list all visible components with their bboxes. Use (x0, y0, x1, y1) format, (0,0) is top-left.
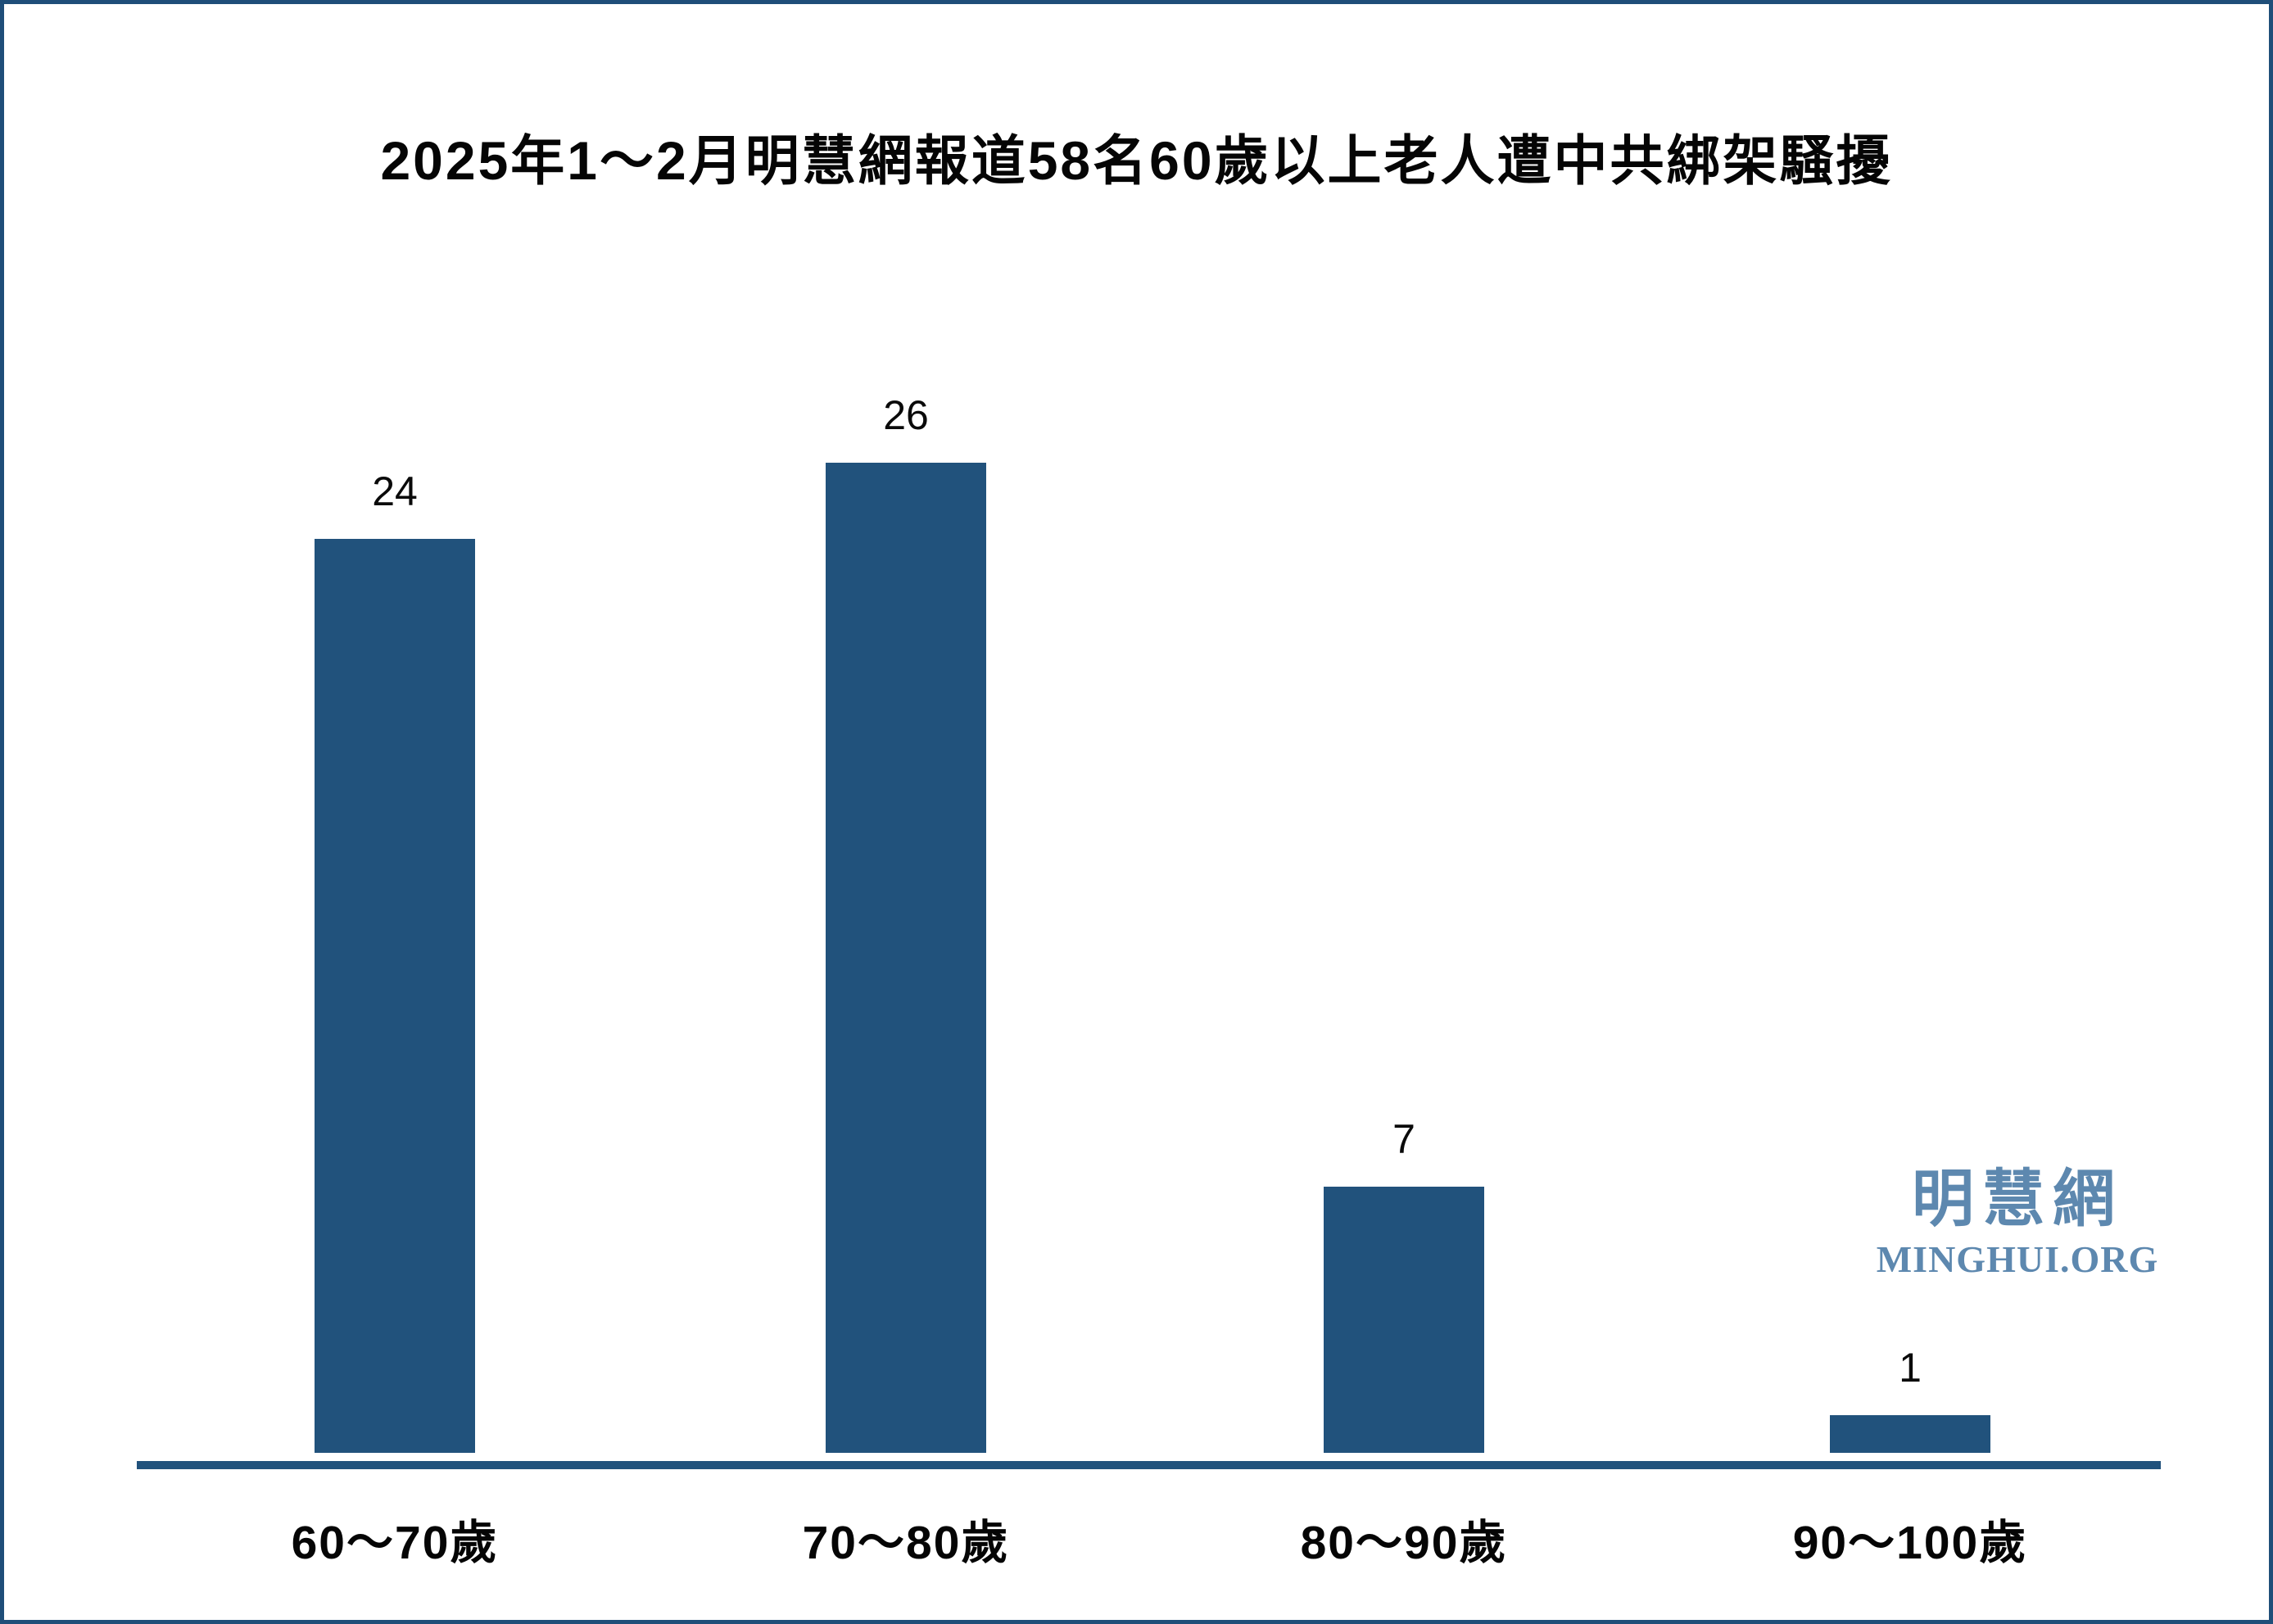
bar-value-label: 1 (1899, 1344, 1922, 1391)
x-axis-label: 60～70歲 (291, 1517, 499, 1569)
bar-value-label: 7 (1392, 1115, 1415, 1162)
x-axis-line (137, 1461, 2161, 1469)
x-axis-label: 70～80歲 (802, 1517, 1010, 1569)
minghui-watermark-latin: MINGHUI.ORG (1876, 1237, 2159, 1280)
minghui-watermark: 明慧網 MINGHUI.ORG (1854, 1167, 2181, 1281)
bar-value-label: 26 (883, 392, 929, 438)
minghui-watermark-cjk: 明慧網 (1912, 1165, 2123, 1234)
bar-80-90 (1324, 1186, 1484, 1453)
chart-title: 2025年1～2月明慧網報道58名60歲以上老人遭中共綁架騷擾 (380, 130, 1893, 191)
x-axis-label: 90～100歲 (1792, 1517, 2028, 1569)
bar-90-100 (1830, 1414, 1990, 1453)
bar-70-80 (826, 463, 986, 1453)
bar-60-70 (315, 539, 475, 1453)
bar-value-label: 24 (372, 468, 418, 514)
bar-chart: 24 60～70歲 26 70～80歲 7 80～90歲 1 90～100歲 明… (4, 4, 2269, 1620)
x-axis-label: 80～90歲 (1300, 1517, 1508, 1569)
